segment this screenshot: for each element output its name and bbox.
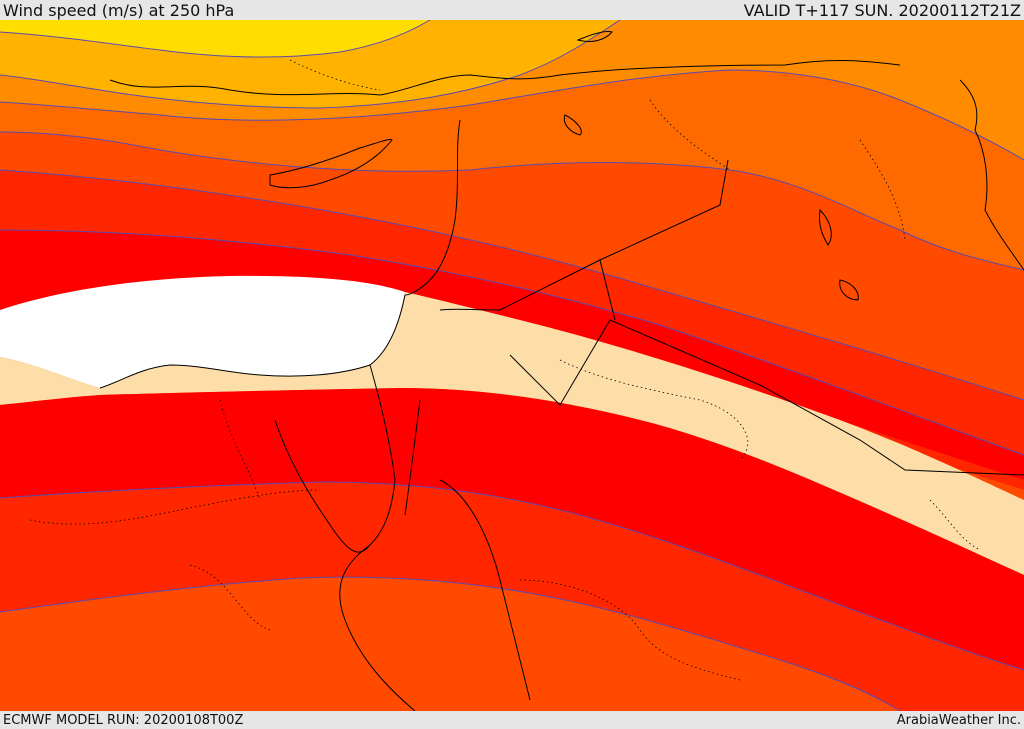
- coastlines: [99, 31, 1024, 711]
- credit: ArabiaWeather Inc.: [896, 712, 1021, 728]
- band-orange-northeast: [938, 60, 1024, 135]
- jet-max-core: [0, 275, 405, 388]
- model-run: ECMWF MODEL RUN: 20200108T00Z: [3, 712, 244, 728]
- valid-time: VALID T+117 SUN. 20200112T21Z: [743, 0, 1021, 20]
- band-yellow-north: [0, 20, 430, 58]
- header-bar: Wind speed (m/s) at 250 hPa VALID T+117 …: [0, 0, 1024, 20]
- map-canvas: [0, 20, 1024, 711]
- admin-boundaries: [29, 59, 981, 681]
- weak-flow-zone: [0, 292, 1024, 575]
- footer-bar: ECMWF MODEL RUN: 20200108T00Z ArabiaWeat…: [0, 711, 1024, 729]
- map-title: Wind speed (m/s) at 250 hPa: [3, 0, 235, 20]
- band-core-red-south: [0, 388, 1024, 670]
- band-red-orange-south: [0, 577, 900, 711]
- speed-contours: [0, 20, 1024, 711]
- wind-speed-map: [0, 20, 1024, 711]
